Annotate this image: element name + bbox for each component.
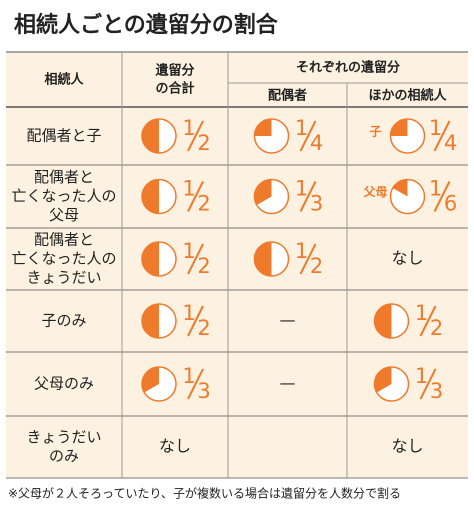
pie-share <box>390 119 408 136</box>
slash <box>187 368 204 400</box>
header: それぞれの遺留分 <box>296 60 400 76</box>
slash <box>419 368 437 400</box>
pie-share <box>142 242 159 276</box>
denominator: 6 <box>444 192 457 216</box>
heir-name: 配偶者と <box>34 168 94 186</box>
pie-share <box>142 304 159 338</box>
numerator: 1 <box>182 116 195 140</box>
table-background <box>6 52 468 478</box>
denominator: 2 <box>197 131 210 155</box>
slash <box>187 181 204 212</box>
heir-name: きょうだい <box>26 269 101 287</box>
slash <box>419 305 437 337</box>
numerator: 1 <box>295 116 308 140</box>
numerator: 1 <box>415 301 428 325</box>
pie-share <box>142 367 159 393</box>
numerator: 1 <box>182 239 195 263</box>
heir-name: 子のみ <box>41 312 86 330</box>
denominator: 2 <box>310 254 323 278</box>
heir-name: のみ <box>49 447 79 465</box>
note: ※父母が２人そろっていたり、子が複数いる場合は遺留分を人数分で割る <box>8 486 401 501</box>
heir-name: 亡くなった人の <box>11 187 116 205</box>
numerator: 1 <box>295 239 308 263</box>
heir-name: 亡くなった人の <box>11 250 116 268</box>
cell-text: — <box>280 374 296 393</box>
slash <box>187 305 204 337</box>
pie-share <box>142 179 159 214</box>
pie-share <box>392 179 408 197</box>
pie-share <box>374 367 392 393</box>
denominator: 2 <box>197 254 210 278</box>
header: 配偶者 <box>268 88 307 104</box>
slash <box>433 120 451 152</box>
cell-text: なし <box>391 249 423 268</box>
denominator: 2 <box>197 316 210 340</box>
cell-text: — <box>280 311 296 330</box>
slash <box>187 243 204 275</box>
denominator: 4 <box>310 131 323 155</box>
pie-share <box>254 242 272 276</box>
heir-name: 父母のみ <box>34 375 94 393</box>
denominator: 3 <box>310 192 323 216</box>
numerator: 1 <box>295 177 308 201</box>
heir-label: 子 <box>369 125 381 139</box>
pie-share <box>254 119 272 136</box>
pie-share <box>374 304 392 338</box>
numerator: 1 <box>182 364 195 388</box>
heir-name: きょうだい <box>26 428 101 446</box>
numerator: 1 <box>415 364 428 388</box>
heir-name: 配偶者と <box>34 231 94 249</box>
denominator: 3 <box>197 379 210 403</box>
heir-name: 配偶者と子 <box>26 127 101 145</box>
slash <box>433 181 451 212</box>
header: ほかの相続人 <box>368 88 447 104</box>
header: の合計 <box>155 81 194 97</box>
numerator: 1 <box>182 301 195 325</box>
denominator: 3 <box>430 379 443 403</box>
slash <box>299 120 317 152</box>
slash <box>299 181 317 212</box>
denominator: 2 <box>197 192 210 216</box>
heir-name: 父母 <box>49 206 79 224</box>
numerator: 1 <box>182 177 195 201</box>
cell-text: なし <box>159 437 191 456</box>
numerator: 1 <box>429 116 442 140</box>
slash <box>187 120 204 152</box>
numerator: 1 <box>429 177 442 201</box>
pie-share <box>254 179 272 205</box>
heir-label: 父母 <box>362 185 387 199</box>
slash <box>299 243 317 275</box>
denominator: 4 <box>444 131 457 155</box>
title: 相続人ごとの遺留分の割合 <box>14 12 279 38</box>
denominator: 2 <box>430 316 443 340</box>
cell-text: なし <box>391 437 423 456</box>
header: 相続人 <box>44 72 84 88</box>
pie-share <box>142 119 159 153</box>
header: 遺留分 <box>154 63 194 79</box>
